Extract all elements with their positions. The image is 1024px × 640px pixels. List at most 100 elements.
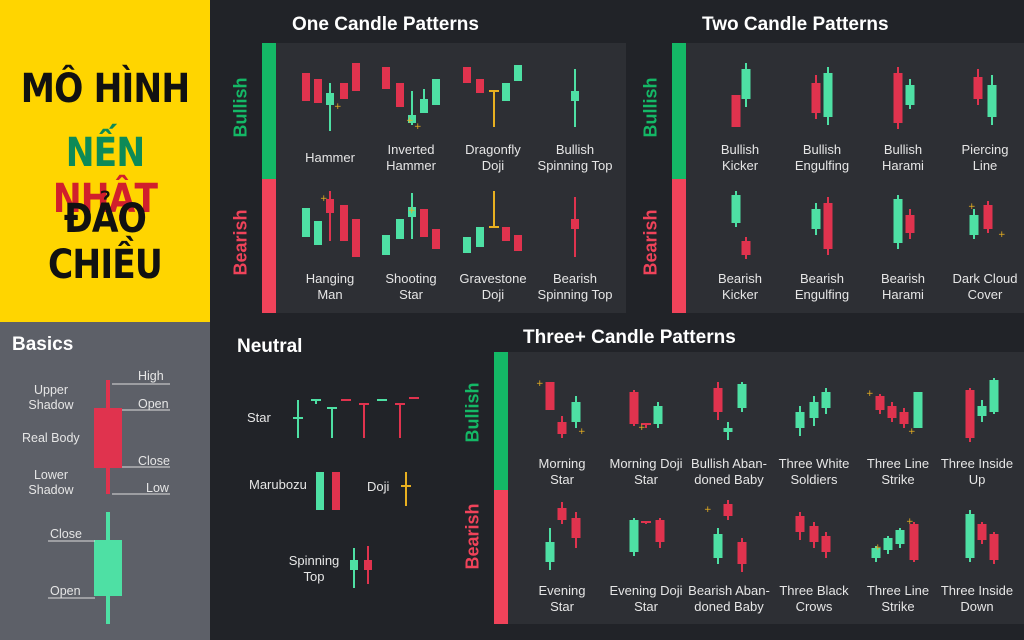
three-star-7: +: [906, 517, 914, 527]
one-candle-16: [302, 208, 310, 237]
three-candle-1: [557, 416, 567, 438]
neutral-spinning-label: Spinning Top: [288, 553, 340, 584]
one-candle-24: [420, 209, 428, 237]
one-candle-4: [352, 63, 360, 91]
neutral-doji-label: Doji: [367, 479, 390, 494]
two-candle-6: [973, 69, 983, 105]
three-star-0: +: [536, 379, 544, 389]
three-candle-0: [545, 382, 555, 410]
three-candle-34: [909, 522, 919, 562]
title-word-nen: NẾN: [65, 130, 145, 176]
two-candle-10: [811, 203, 821, 235]
two-candle-panel: [672, 43, 1024, 313]
three-candle-5: [653, 402, 663, 428]
three-candle-26: [723, 500, 733, 520]
title-panel: MÔ HÌNH NẾN NHẬT ĐẢO CHIỀU: [0, 0, 210, 322]
two-candle-15: [983, 201, 993, 233]
two-bear-cap-2: Bearish Harami: [880, 271, 926, 302]
one-candle-panel: [262, 43, 626, 313]
one-candle-18: [326, 191, 334, 241]
neutral-candle-8: [316, 472, 324, 510]
three-candle-27: [737, 538, 747, 572]
one-candle-13: [502, 83, 510, 101]
three-candle-30: [821, 532, 831, 558]
three-bear-cap-0: Evening Star: [538, 583, 586, 614]
one-candle-26: [463, 237, 471, 253]
one-candle-15: [571, 69, 579, 127]
neutral-candle-1: [311, 399, 321, 404]
basics-title: Basics: [12, 334, 74, 355]
three-bearish-bar: [494, 490, 508, 624]
three-bear-cap-3: Three Black Crows: [779, 583, 849, 614]
title-line-2: NẾN NHẬT: [15, 130, 196, 222]
three-candle-7: [723, 422, 733, 440]
two-bearish-bar: [672, 179, 686, 313]
two-candle-7: [987, 75, 997, 125]
one-bear-cap-0: Hanging Man: [305, 271, 355, 302]
three-candle-36: [977, 522, 987, 544]
three-candle-21: [571, 512, 581, 548]
three-bull-cap-5: Three Inside Up: [940, 456, 1014, 487]
one-bull-cap-0: Hammer: [305, 150, 355, 165]
one-candle-3: [340, 83, 348, 99]
one-candle-27: [476, 227, 484, 247]
upper-shadow-label: Upper Shadow: [28, 383, 74, 412]
three-star-1: +: [578, 427, 586, 437]
one-bearish-bar: [262, 179, 276, 313]
three-bull-cap-1: Morning Doji Star: [609, 456, 683, 487]
one-candle-30: [514, 235, 522, 251]
one-candle-2: [326, 83, 334, 131]
two-candle-8: [731, 191, 741, 227]
one-candle-10: [463, 67, 471, 83]
two-bear-cap-3: Dark Cloud Cover: [952, 271, 1018, 302]
two-candle-9: [741, 237, 751, 259]
one-candle-9: [432, 79, 440, 105]
three-bear-cap-5: Three Inside Down: [940, 583, 1014, 614]
three-star-3: +: [866, 389, 874, 399]
three-candle-6: [713, 382, 723, 420]
three-candle-15: [913, 392, 923, 428]
two-candle-title: Two Candle Patterns: [702, 14, 889, 35]
three-bull-cap-4: Three Line Strike: [866, 456, 930, 487]
one-candle-28: [489, 191, 499, 228]
neutral-candle-12: [364, 546, 372, 584]
three-candle-marks: + + + + + + + +: [536, 378, 999, 572]
neutral-candle-6: [395, 403, 405, 438]
one-candle-6: [396, 83, 404, 107]
one-star-4: +: [408, 206, 416, 216]
one-candle-20: [352, 219, 360, 257]
three-candle-8: [737, 382, 747, 412]
neutral-candle-4: [359, 403, 369, 438]
one-candle-1: [314, 79, 322, 103]
three-candle-35: [965, 510, 975, 562]
three-candle-3: [629, 390, 639, 426]
title-line-1: MÔ HÌNH: [20, 66, 190, 112]
open2-label: Open: [50, 584, 81, 598]
three-candle-28: [795, 512, 805, 540]
one-candle-7: [408, 91, 416, 125]
one-candle-11: [476, 79, 484, 93]
three-candle-4: [641, 423, 651, 428]
two-candle-13: [905, 209, 915, 239]
three-star-2: +: [638, 423, 646, 433]
three-candle-16: [965, 388, 975, 442]
one-candle-23: [408, 193, 416, 239]
three-candle-33: [895, 528, 905, 548]
one-star-1: +: [406, 116, 414, 126]
three-candle-11: [821, 388, 831, 414]
bull-candle-body: [94, 540, 122, 596]
three-bearish-label: Bearish: [462, 503, 483, 570]
one-star-2: +: [414, 122, 422, 132]
neutral-candle-9: [332, 472, 340, 510]
three-candle-19: [545, 528, 555, 570]
three-candle-18: [989, 378, 999, 414]
three-bear-cap-4: Three Line Strike: [866, 583, 930, 614]
one-candle-25: [432, 229, 440, 249]
neutral-candle-10: [401, 472, 411, 506]
two-candle-marks: ++: [731, 63, 1006, 259]
open-label: Open: [138, 397, 169, 411]
three-candle-23: [641, 521, 651, 524]
one-bullish-label: Bullish: [230, 77, 251, 138]
one-bull-cap-1: Inverted Hammer: [386, 142, 436, 173]
one-candle-22: [396, 219, 404, 239]
